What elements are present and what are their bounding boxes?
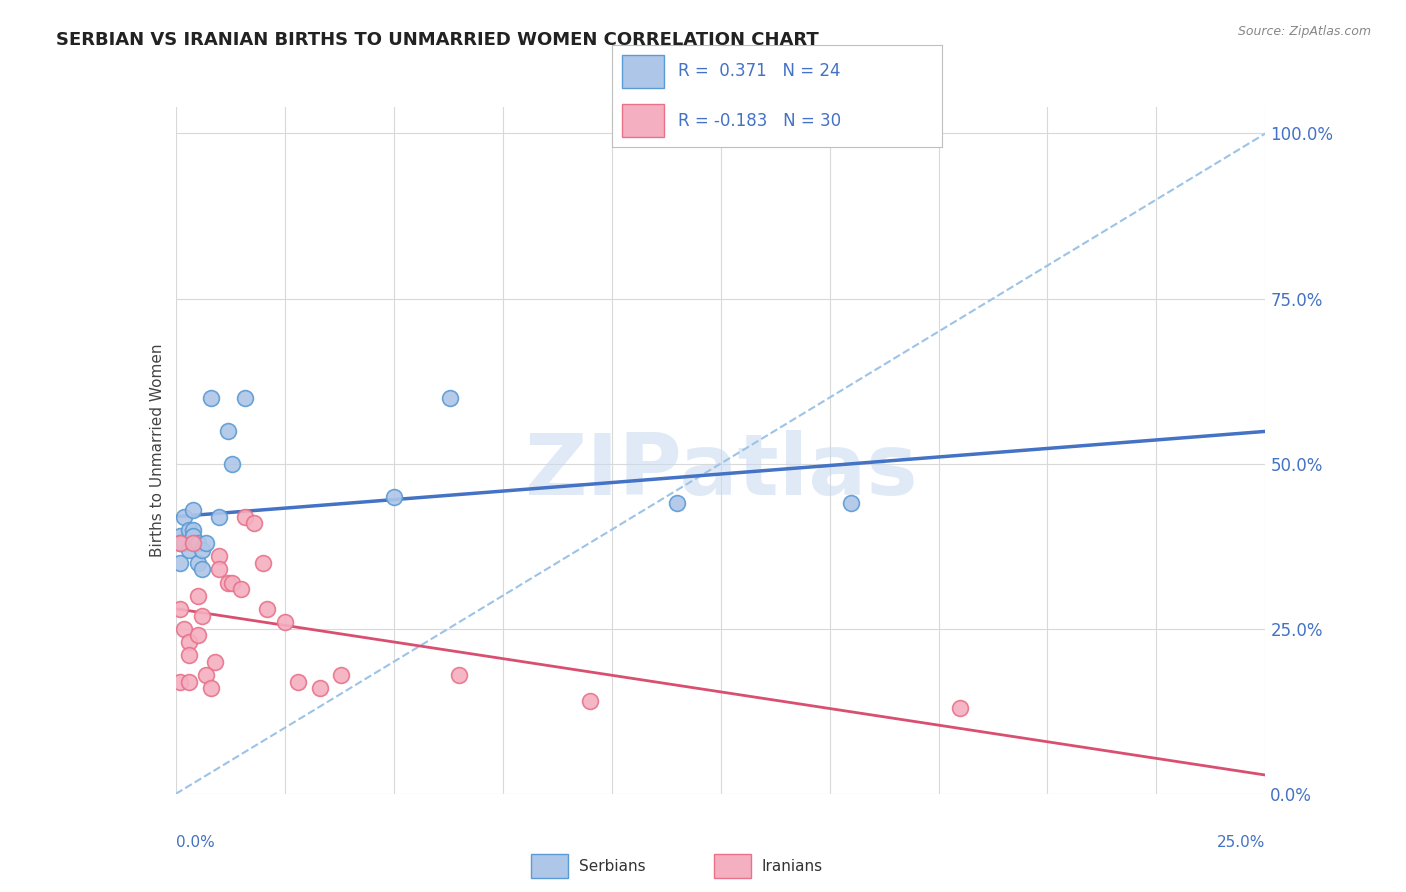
Text: Source: ZipAtlas.com: Source: ZipAtlas.com xyxy=(1237,25,1371,38)
Point xyxy=(221,457,243,471)
Point xyxy=(252,556,274,570)
Point xyxy=(195,536,218,550)
Point xyxy=(169,529,191,543)
Bar xyxy=(531,855,568,878)
Point xyxy=(169,536,191,550)
Point xyxy=(173,622,195,636)
Point xyxy=(308,681,330,696)
Text: 25.0%: 25.0% xyxy=(1218,835,1265,850)
Point xyxy=(235,391,257,405)
Point xyxy=(217,575,239,590)
Bar xyxy=(714,855,751,878)
Point xyxy=(173,509,195,524)
Point xyxy=(382,490,405,504)
Point xyxy=(191,562,214,576)
Point xyxy=(666,496,689,510)
Point xyxy=(169,536,191,550)
Point xyxy=(195,668,218,682)
Point xyxy=(439,391,461,405)
Point xyxy=(186,556,209,570)
Point xyxy=(186,589,209,603)
Point xyxy=(274,615,297,630)
Point xyxy=(169,556,191,570)
Point xyxy=(191,542,214,557)
Point xyxy=(191,608,214,623)
Point xyxy=(208,509,231,524)
Point xyxy=(208,562,231,576)
Text: Iranians: Iranians xyxy=(762,859,823,873)
Point xyxy=(287,674,309,689)
Point xyxy=(200,391,222,405)
Point xyxy=(177,648,200,663)
Point xyxy=(169,674,191,689)
Bar xyxy=(621,55,665,87)
Point xyxy=(217,424,239,438)
Point xyxy=(169,602,191,616)
Point xyxy=(221,575,243,590)
Point xyxy=(243,516,266,530)
Point xyxy=(200,681,222,696)
Text: ZIPatlas: ZIPatlas xyxy=(523,430,918,513)
Point xyxy=(181,523,204,537)
Point xyxy=(186,536,209,550)
Point xyxy=(231,582,253,596)
Text: R =  0.371   N = 24: R = 0.371 N = 24 xyxy=(678,62,841,80)
Point xyxy=(177,674,200,689)
Point xyxy=(204,655,226,669)
Point xyxy=(181,503,204,517)
Point xyxy=(177,523,200,537)
Point xyxy=(235,509,257,524)
Point xyxy=(841,496,863,510)
Point xyxy=(186,628,209,642)
Text: Serbians: Serbians xyxy=(579,859,645,873)
Point xyxy=(949,701,972,715)
Text: R = -0.183   N = 30: R = -0.183 N = 30 xyxy=(678,112,841,129)
Y-axis label: Births to Unmarried Women: Births to Unmarried Women xyxy=(149,343,165,558)
Point xyxy=(181,529,204,543)
Bar xyxy=(621,104,665,137)
Text: 0.0%: 0.0% xyxy=(176,835,215,850)
Point xyxy=(330,668,353,682)
Point xyxy=(447,668,470,682)
Point xyxy=(181,536,204,550)
Point xyxy=(177,635,200,649)
Point xyxy=(173,536,195,550)
Point xyxy=(256,602,278,616)
Text: SERBIAN VS IRANIAN BIRTHS TO UNMARRIED WOMEN CORRELATION CHART: SERBIAN VS IRANIAN BIRTHS TO UNMARRIED W… xyxy=(56,31,818,49)
Point xyxy=(579,694,602,708)
Point xyxy=(208,549,231,563)
Point xyxy=(177,542,200,557)
